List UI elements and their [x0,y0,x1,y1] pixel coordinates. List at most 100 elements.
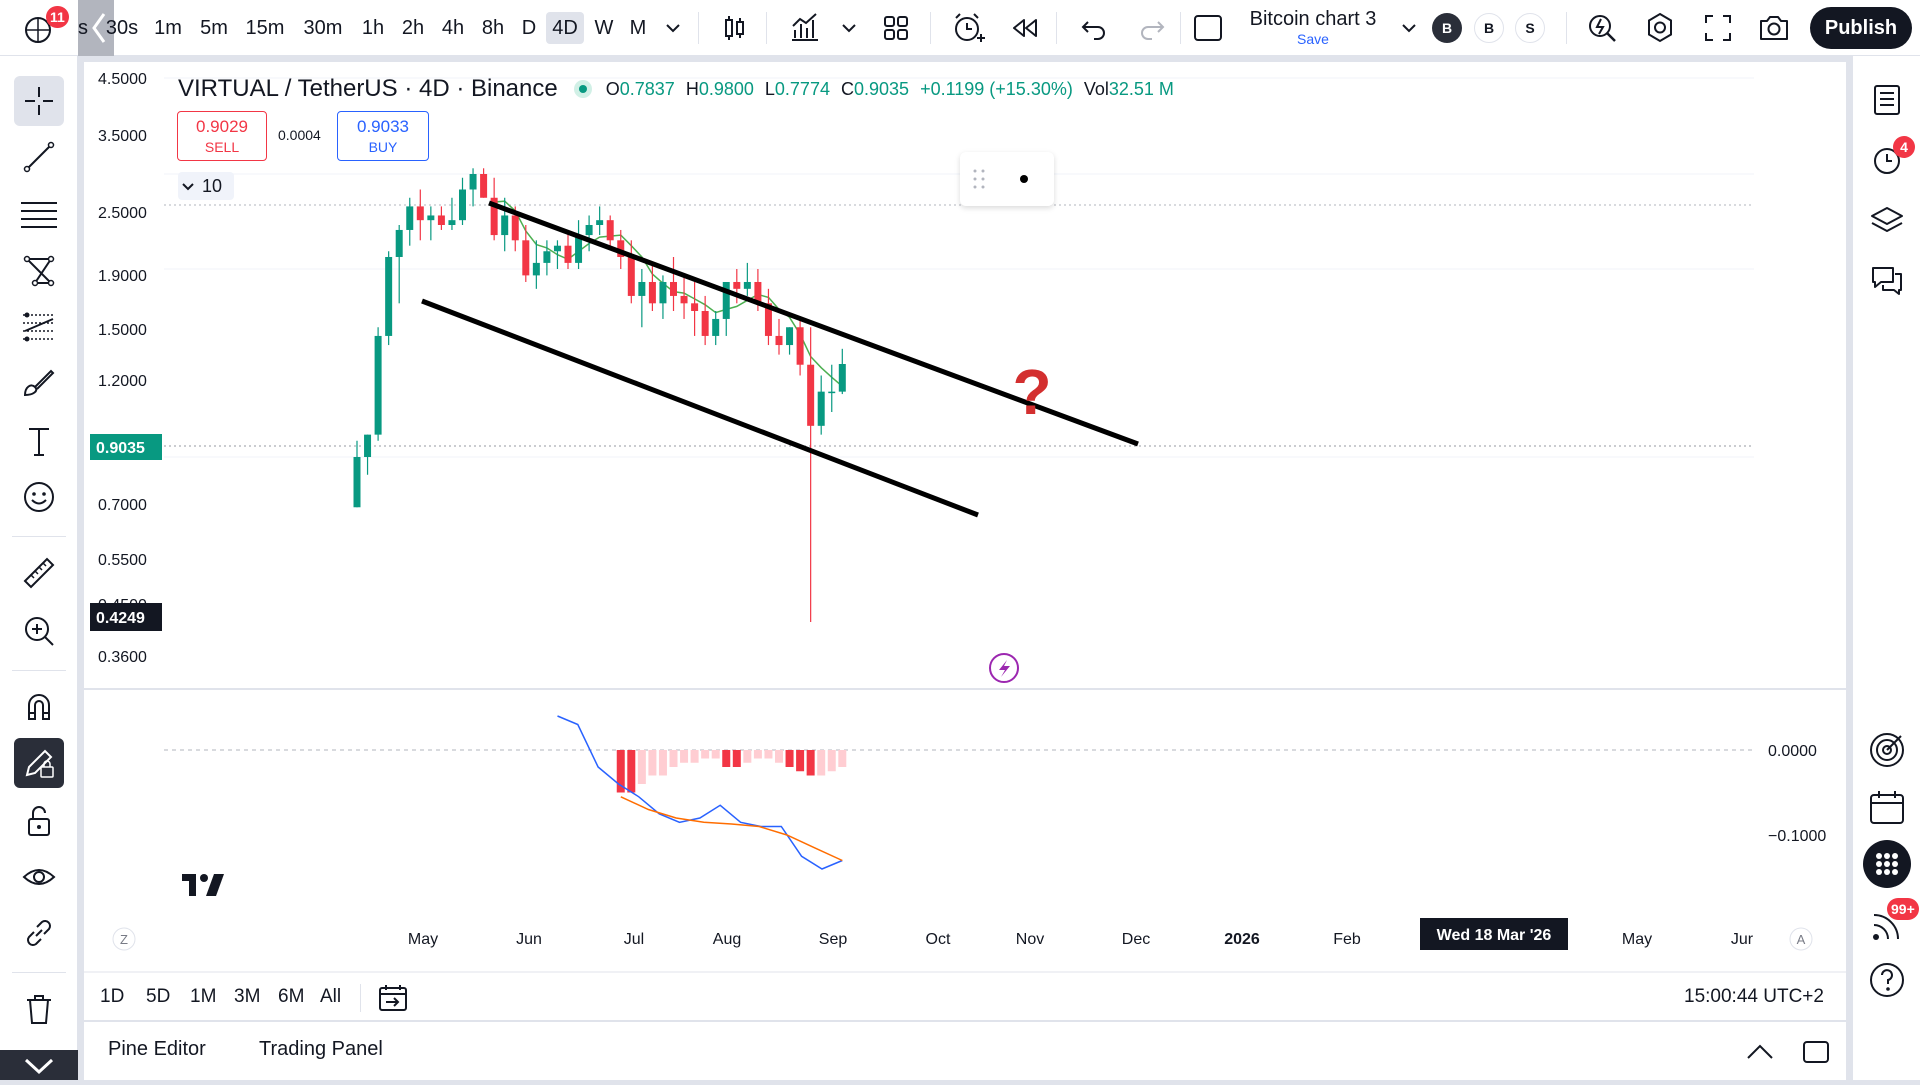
layout-select-button[interactable] [1192,12,1224,44]
channel-lower-trend-line[interactable] [421,298,979,518]
question-mark-annotation[interactable]: ? [1012,356,1051,428]
avatar-b[interactable]: B [1474,13,1504,43]
help-button[interactable] [1863,956,1911,1004]
remove-drawings-button[interactable] [14,984,64,1034]
intervals-dropdown-button[interactable] [662,16,684,40]
scroll-left-button[interactable]: s [78,0,114,56]
zoom-reset-button[interactable] [112,927,136,951]
time-axis-z[interactable]: Z [120,932,128,947]
indicators-dropdown-button[interactable] [838,16,860,40]
symbol-legend[interactable]: VIRTUAL / TetherUS · 4D · Binance O0.783… [178,74,1174,104]
indicators-button[interactable] [788,10,822,44]
range-1m[interactable]: 1M [190,986,217,1007]
chart-type-button[interactable] [718,12,750,44]
clock-timezone[interactable]: 15:00:44 UTC+2 [1684,986,1824,1007]
trading-ideas-button[interactable] [1863,726,1911,774]
calendar-button[interactable] [1863,784,1911,832]
fib-tool-button[interactable] [14,190,64,240]
interval-15m[interactable]: 15m [245,17,285,39]
sell-button[interactable]: 0.9029 SELL [177,111,267,161]
chart-canvas[interactable]: ? 4.5000 3.5000 2.5000 1.9000 1.5000 1.2… [84,62,1846,1020]
avatar-s[interactable]: S [1515,13,1545,43]
products-button[interactable] [1863,840,1911,888]
crosshair-tool-button[interactable] [14,76,64,126]
interval-5m[interactable]: 5m [200,17,228,39]
forecast-tool-button[interactable] [14,302,64,352]
chart-area[interactable]: ? 4.5000 3.5000 2.5000 1.9000 1.5000 1.2… [84,62,1846,1020]
chart-name-dropdown-button[interactable] [1398,16,1420,40]
range-5d[interactable]: 5D [146,986,171,1007]
brush-tool-button[interactable] [14,358,64,408]
hide-drawings-button[interactable] [14,852,64,902]
zoom-tool-button[interactable] [14,606,64,656]
redo-button[interactable] [1136,12,1168,44]
range-all[interactable]: All [320,986,342,1007]
trend-line-tool-button[interactable] [14,132,64,182]
go-to-date-button[interactable] [376,982,410,1014]
publish-button[interactable]: Publish [1810,7,1912,49]
quantity-value: 10 [202,175,223,196]
avatar-b-dark[interactable]: B [1432,13,1462,43]
time-label: Sep [819,931,848,948]
interval-30m[interactable]: 30m [303,17,343,39]
tab-pine-editor[interactable]: Pine Editor [108,1038,206,1060]
measure-tool-button[interactable] [14,548,64,598]
lock-drawings-button[interactable] [14,796,64,846]
link-button[interactable] [14,908,64,958]
main-menu-button[interactable]: 11 [14,6,69,50]
magnet-tool-button[interactable] [14,682,64,732]
interval-d[interactable]: D [521,17,537,39]
range-1d[interactable]: 1D [100,986,125,1007]
undo-button[interactable] [1078,12,1110,44]
tab-trading-panel[interactable]: Trading Panel [259,1038,383,1060]
range-3m[interactable]: 3M [234,986,261,1007]
interval-2h[interactable]: 2h [401,17,425,39]
chart-name-button[interactable]: Bitcoin chart 3 Save [1238,6,1388,52]
candle-down [606,220,614,241]
interval-30s[interactable]: 30s [105,17,139,39]
time-axis-auto[interactable]: A [1797,932,1806,947]
quantity-dropdown[interactable]: 10 [178,172,234,200]
alert-button[interactable] [950,10,986,46]
interval-4d[interactable]: 4D [546,12,584,44]
channel-upper-trend-line[interactable] [488,200,1139,447]
candle-up [469,174,477,190]
drag-handle-icon[interactable] [970,167,990,191]
stay-in-drawing-mode-button[interactable] [14,738,64,788]
grid-layout-icon [884,16,908,40]
chevron-down-icon [666,24,680,33]
replay-button[interactable] [1008,12,1042,44]
symbol-title[interactable]: VIRTUAL / TetherUS · 4D · Binance [178,75,558,102]
buy-button[interactable]: 0.9033 BUY [337,111,429,161]
macd-line [557,715,843,870]
auto-scale-button[interactable] [1789,927,1813,951]
collapse-toolbar-button[interactable] [0,1050,78,1080]
layouts-button[interactable] [880,12,912,44]
event-marker[interactable] [989,653,1019,683]
range-6m[interactable]: 6M [278,986,305,1007]
interval-1m[interactable]: 1m [154,17,182,39]
watchlist-button[interactable] [1863,76,1911,124]
market-status-dot[interactable] [573,80,592,98]
interval-w[interactable]: W [594,17,614,39]
trend-line-icon [23,141,55,173]
interval-m[interactable]: M [629,17,647,39]
fullscreen-button[interactable] [1700,10,1736,46]
floating-drawing-toolbar[interactable] [960,152,1054,206]
alerts-button[interactable]: 4 [1863,136,1915,184]
dot-style-icon[interactable] [1012,167,1036,191]
notifications-button[interactable]: 99+ [1863,898,1919,950]
pattern-tool-button[interactable] [14,246,64,296]
emoji-tool-button[interactable] [14,472,64,522]
interval-8h[interactable]: 8h [481,17,505,39]
quick-search-button[interactable] [1584,10,1620,46]
text-tool-button[interactable] [14,416,64,466]
expand-panel-button[interactable] [1744,1038,1776,1066]
maximize-panel-button[interactable] [1800,1038,1832,1066]
chats-button[interactable] [1863,256,1911,304]
interval-1h[interactable]: 1h [361,17,385,39]
object-tree-button[interactable] [1863,196,1911,244]
settings-button[interactable] [1642,10,1678,46]
interval-4h[interactable]: 4h [441,17,465,39]
snapshot-button[interactable] [1756,10,1792,46]
